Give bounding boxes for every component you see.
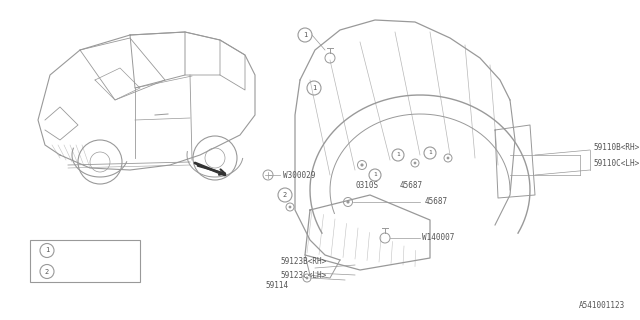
Text: 2: 2 bbox=[283, 192, 287, 198]
Circle shape bbox=[413, 162, 417, 164]
Text: 45687: 45687 bbox=[400, 180, 423, 189]
Text: A541001123: A541001123 bbox=[579, 301, 625, 310]
Text: 59123B<RH>: 59123B<RH> bbox=[280, 258, 326, 267]
Text: 59110C<LH>: 59110C<LH> bbox=[593, 158, 639, 167]
Text: 45687: 45687 bbox=[425, 197, 448, 206]
Text: 59110B<RH>: 59110B<RH> bbox=[593, 143, 639, 153]
Text: 0310S: 0310S bbox=[355, 180, 378, 189]
Text: 1: 1 bbox=[428, 150, 432, 156]
Circle shape bbox=[289, 205, 291, 208]
Text: 59123C<LH>: 59123C<LH> bbox=[280, 270, 326, 279]
Text: W140007: W140007 bbox=[422, 234, 454, 243]
Text: W140065: W140065 bbox=[76, 246, 108, 255]
Text: 1: 1 bbox=[312, 85, 316, 91]
Text: 1: 1 bbox=[303, 32, 307, 38]
Text: W300029: W300029 bbox=[283, 171, 316, 180]
Text: 1: 1 bbox=[45, 247, 49, 253]
Text: Q560042: Q560042 bbox=[76, 267, 108, 276]
Circle shape bbox=[306, 276, 308, 279]
Circle shape bbox=[447, 156, 449, 159]
Text: 1: 1 bbox=[396, 153, 400, 157]
Circle shape bbox=[346, 200, 349, 204]
Text: 1: 1 bbox=[373, 172, 377, 178]
FancyBboxPatch shape bbox=[30, 240, 140, 282]
Text: 2: 2 bbox=[45, 268, 49, 275]
Circle shape bbox=[360, 164, 364, 167]
Text: 59114: 59114 bbox=[265, 281, 288, 290]
